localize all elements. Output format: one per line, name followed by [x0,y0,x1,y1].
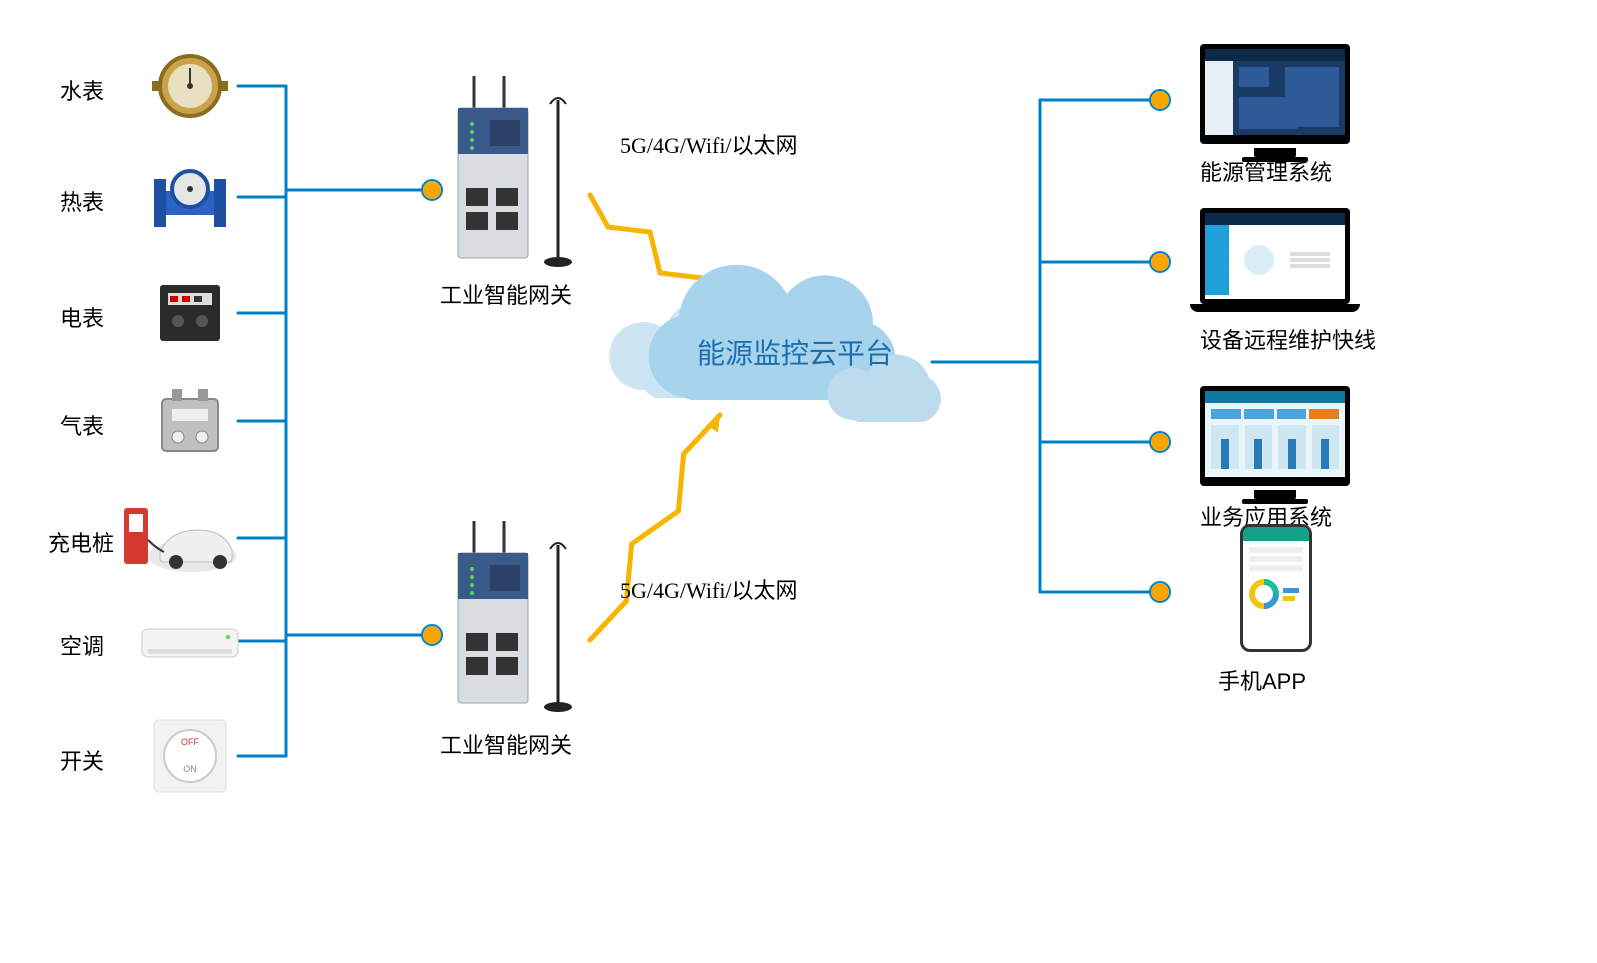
elec-meter-label: 电表 [60,301,104,333]
heat-meter-icon [148,161,232,233]
svg-text:ON: ON [183,764,197,774]
app-label: 手机APP [1218,664,1306,696]
gas-meter-icon [154,385,226,457]
connection-node-fill [423,181,441,199]
ems-screen-icon [1200,44,1350,144]
connection-node-fill [1151,433,1169,451]
connection-node-fill [1151,253,1169,271]
connection-type-label: 5G/4G/Wifi/以太网 [620,573,798,605]
gateway-bottom-icon [450,515,580,715]
water-meter-label: 水表 [60,74,104,106]
gas-meter-label: 气表 [60,409,104,441]
charger-icon [120,500,240,576]
switch-label: 开关 [60,744,104,776]
gateway-top-icon [450,70,580,270]
switch-icon: OFF ON [150,716,230,796]
heat-meter-label: 热表 [60,185,104,217]
cloud-label: 能源监控云平台 [697,332,893,372]
biz-screen-icon [1200,386,1350,486]
connection-type-label: 5G/4G/Wifi/以太网 [620,128,798,160]
charger-label: 充电桩 [48,526,114,558]
connection-node-fill [1151,583,1169,601]
elec-meter-icon [154,279,226,347]
aircon-label: 空调 [60,629,104,661]
connection-node-fill [423,626,441,644]
remote-label: 设备远程维护快线 [1200,323,1376,355]
aircon-icon [140,619,240,663]
remote-screen-icon [1200,208,1350,304]
connection-node-fill [1151,91,1169,109]
water-meter-icon [152,48,228,124]
connector-canvas [0,0,1597,963]
gateway-bottom-label: 工业智能网关 [440,728,572,760]
gateway-top-label: 工业智能网关 [440,278,572,310]
ems-label: 能源管理系统 [1200,155,1332,187]
svg-text:OFF: OFF [181,737,199,747]
app-screen-icon [1240,524,1312,652]
